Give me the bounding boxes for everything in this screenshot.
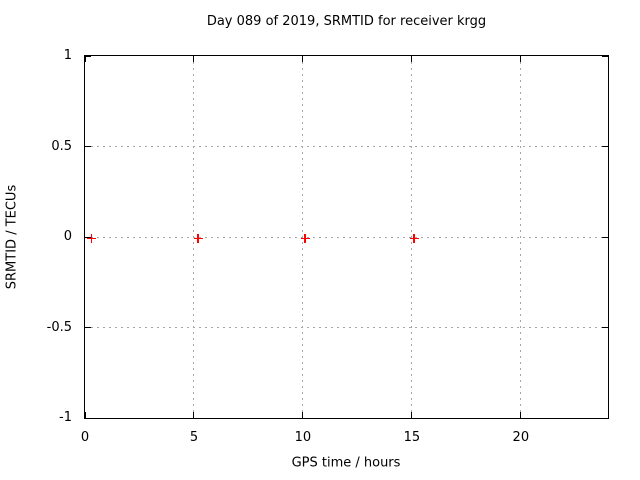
y-tick-label: -1 <box>59 410 72 425</box>
y-tick-right <box>602 55 608 57</box>
x-tick-top <box>411 56 413 62</box>
y-gridline <box>85 236 608 238</box>
data-point-marker <box>87 234 97 244</box>
x-tick-label: 20 <box>512 430 530 445</box>
x-tick-label: 0 <box>80 430 90 445</box>
marker-vertical-bar <box>304 234 306 244</box>
plot-area <box>84 55 609 419</box>
y-tick-label: 0 <box>63 229 72 244</box>
y-gridline <box>85 146 608 147</box>
x-tick-bottom <box>84 412 86 418</box>
y-tick-left <box>85 327 91 328</box>
x-tick-top <box>520 56 522 62</box>
y-tick-left <box>85 417 91 419</box>
marker-vertical-bar <box>413 234 415 244</box>
x-tick-top <box>302 56 304 62</box>
chart-title: Day 089 of 2019, SRMTID for receiver krg… <box>206 14 487 29</box>
y-tick-right <box>602 146 608 147</box>
x-axis-label: GPS time / hours <box>291 455 401 471</box>
marker-vertical-bar <box>90 234 93 244</box>
marker-vertical-bar <box>197 234 199 244</box>
y-tick-right <box>602 236 608 238</box>
y-gridline <box>85 327 608 328</box>
data-point-marker <box>193 234 203 244</box>
data-point-marker <box>409 234 419 244</box>
x-tick-label: 10 <box>294 430 312 445</box>
x-tick-bottom <box>411 412 413 418</box>
data-point-marker <box>300 234 310 244</box>
x-tick-top <box>193 56 195 62</box>
y-tick-label: -0.5 <box>46 319 72 335</box>
y-tick-label: 1 <box>63 48 72 63</box>
y-tick-right <box>602 327 608 328</box>
y-tick-left <box>85 146 91 147</box>
x-tick-bottom <box>302 412 304 418</box>
y-tick-right <box>602 417 608 419</box>
x-tick-bottom <box>520 412 522 418</box>
x-tick-top <box>84 56 86 62</box>
y-tick-left <box>85 236 91 238</box>
x-tick-label: 5 <box>189 430 199 445</box>
x-tick-bottom <box>193 412 195 418</box>
y-tick-left <box>85 55 91 57</box>
y-tick-label: 0.5 <box>51 138 72 154</box>
x-tick-label: 15 <box>403 430 421 445</box>
